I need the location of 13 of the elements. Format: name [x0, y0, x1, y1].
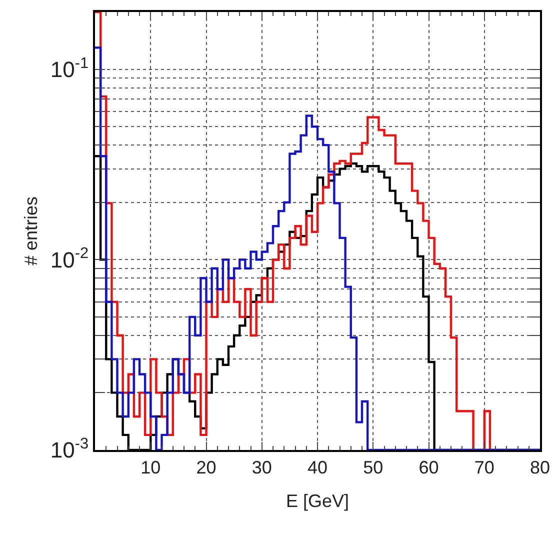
x-tick-label: 50: [363, 458, 384, 478]
x-axis-title: E [GeV]: [286, 491, 350, 512]
x-tick-label: 40: [307, 458, 328, 478]
x-tick-label: 20: [196, 458, 216, 478]
y-axis-title: # entries: [21, 196, 42, 266]
x-tick-label: 30: [252, 458, 272, 478]
x-tick-label: 70: [474, 458, 494, 478]
x-tick-label: 80: [530, 458, 550, 478]
x-tick-label: 10: [140, 458, 161, 478]
y-tick-label: 10$^{-3}$: [50, 435, 89, 463]
x-tick-label: 60: [418, 458, 439, 478]
y-tick-label: 10$^{-1}$: [50, 54, 89, 82]
y-tick-label: 10$^{-2}$: [50, 245, 89, 272]
